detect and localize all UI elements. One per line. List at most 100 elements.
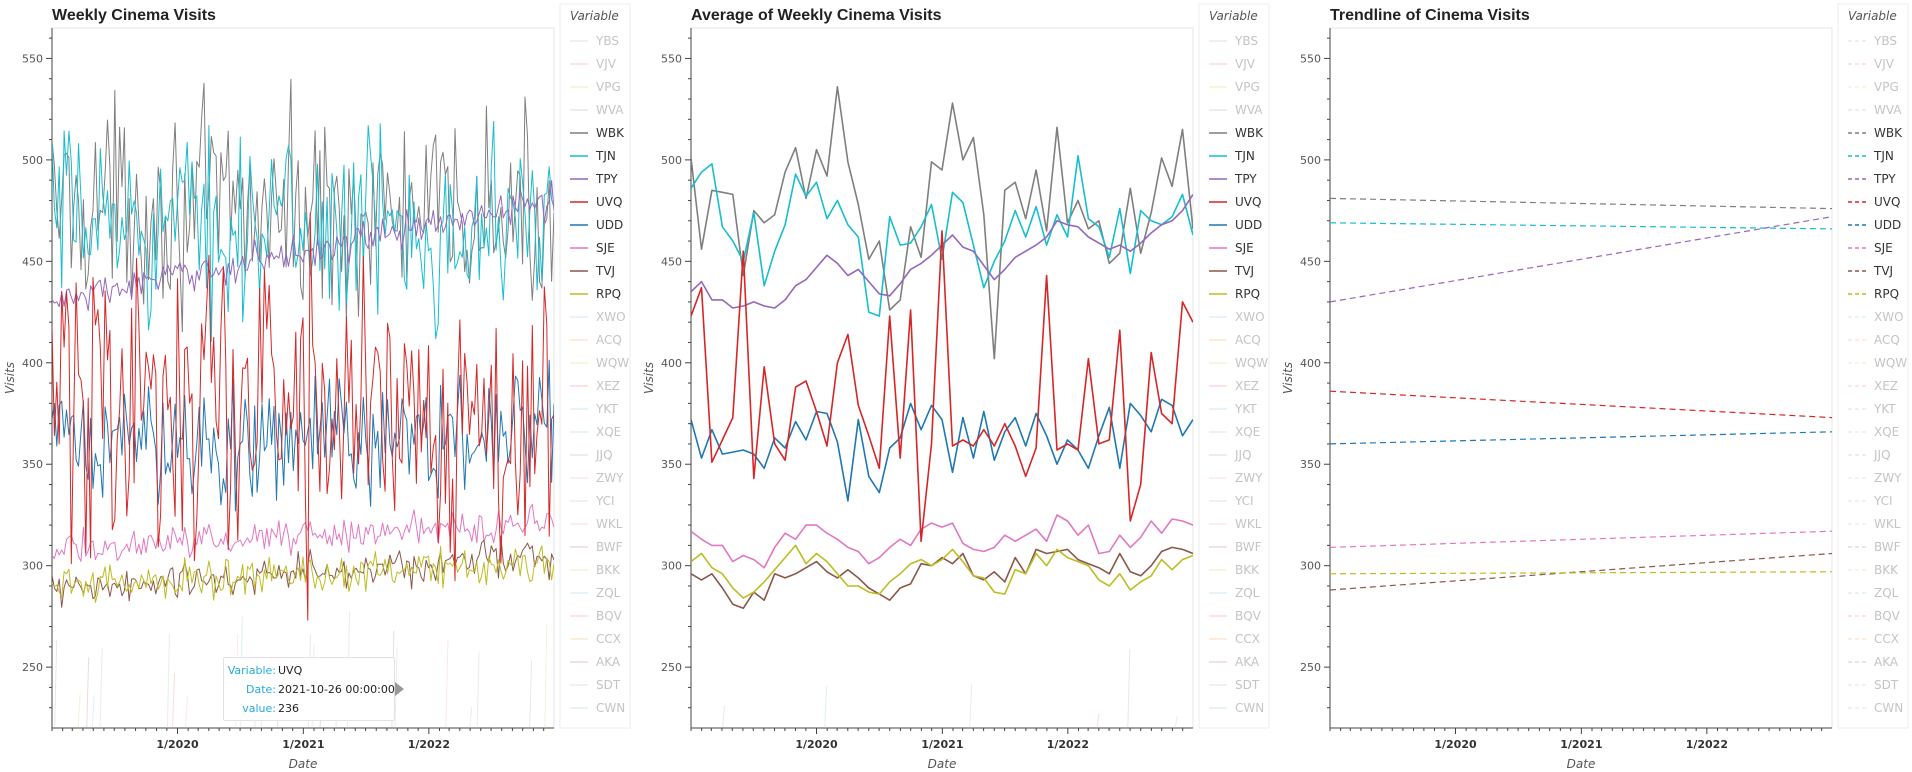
legend-item-acq[interactable]: ACQ xyxy=(596,333,622,347)
legend-item-rpq[interactable]: RPQ xyxy=(596,287,621,301)
legend-item-uvq[interactable]: UVQ xyxy=(1235,195,1261,209)
series-line-sje[interactable] xyxy=(1330,530,1832,548)
legend-item-wbk[interactable]: WBK xyxy=(596,126,625,140)
series-line-tjn[interactable] xyxy=(1330,222,1832,230)
legend-item-ccx[interactable]: CCX xyxy=(1235,632,1260,646)
legend-item-xqe[interactable]: XQE xyxy=(1874,425,1899,439)
legend-item-cwn[interactable]: CWN xyxy=(1874,701,1903,715)
legend-item-bqv[interactable]: BQV xyxy=(1874,609,1901,623)
series-line-tjn[interactable] xyxy=(691,155,1193,317)
legend-item-wbk[interactable]: WBK xyxy=(1235,126,1264,140)
legend-item-zql[interactable]: ZQL xyxy=(596,586,621,600)
legend-item-aka[interactable]: AKA xyxy=(596,655,621,669)
series-line-uvq[interactable] xyxy=(1330,390,1832,419)
series-line-wbk[interactable] xyxy=(1330,197,1832,210)
legend-item-sdt[interactable]: SDT xyxy=(596,678,621,692)
legend-item-yci[interactable]: YCI xyxy=(595,494,615,508)
series-line-tvj[interactable] xyxy=(691,546,1193,610)
legend-item-wbk[interactable]: WBK xyxy=(1874,126,1903,140)
series-line-tjn[interactable] xyxy=(52,120,554,342)
legend-item-ykt[interactable]: YKT xyxy=(595,402,618,416)
legend-item-sje[interactable]: SJE xyxy=(596,241,615,255)
legend-item-acq[interactable]: ACQ xyxy=(1235,333,1261,347)
legend-item-bqv[interactable]: BQV xyxy=(1235,609,1262,623)
legend-item-udd[interactable]: UDD xyxy=(1235,218,1262,232)
legend-item-xqe[interactable]: XQE xyxy=(596,425,621,439)
series-line-tvj[interactable] xyxy=(52,535,554,608)
legend-item-udd[interactable]: UDD xyxy=(596,218,623,232)
legend-item-wkl[interactable]: WKL xyxy=(596,517,623,531)
series-line-rpq[interactable] xyxy=(52,545,554,603)
legend-item-zql[interactable]: ZQL xyxy=(1235,586,1260,600)
legend-item-tpy[interactable]: TPY xyxy=(1234,172,1257,186)
legend-item-tjn[interactable]: TJN xyxy=(1234,149,1255,163)
legend-item-jjq[interactable]: JJQ xyxy=(595,448,613,462)
legend-item-tjn[interactable]: TJN xyxy=(1873,149,1894,163)
legend-item-vjv[interactable]: VJV xyxy=(1235,57,1256,71)
legend-item-wkl[interactable]: WKL xyxy=(1235,517,1262,531)
series-line-uvq[interactable] xyxy=(691,230,1193,543)
legend-item-xwo[interactable]: XWO xyxy=(1874,310,1904,324)
legend-item-bkk[interactable]: BKK xyxy=(1874,563,1899,577)
legend-item-wkl[interactable]: WKL xyxy=(1874,517,1901,531)
legend-item-udd[interactable]: UDD xyxy=(1874,218,1901,232)
legend-item-sje[interactable]: SJE xyxy=(1235,241,1254,255)
legend-item-rpq[interactable]: RPQ xyxy=(1235,287,1260,301)
series-line-tpy[interactable] xyxy=(52,180,554,311)
legend-item-xez[interactable]: XEZ xyxy=(1874,379,1898,393)
legend-item-wqw[interactable]: WQW xyxy=(596,356,629,370)
legend-item-xez[interactable]: XEZ xyxy=(1235,379,1259,393)
legend-item-jjq[interactable]: JJQ xyxy=(1234,448,1252,462)
series-line-udd[interactable] xyxy=(52,359,554,512)
legend-item-aka[interactable]: AKA xyxy=(1235,655,1260,669)
legend-item-xwo[interactable]: XWO xyxy=(596,310,626,324)
legend-item-tjn[interactable]: TJN xyxy=(595,149,616,163)
legend-item-uvq[interactable]: UVQ xyxy=(596,195,622,209)
legend-item-vjv[interactable]: VJV xyxy=(1874,57,1895,71)
legend-item-wqw[interactable]: WQW xyxy=(1235,356,1268,370)
legend-item-xqe[interactable]: XQE xyxy=(1235,425,1260,439)
legend-item-zql[interactable]: ZQL xyxy=(1874,586,1899,600)
legend-item-acq[interactable]: ACQ xyxy=(1874,333,1900,347)
legend-item-tvj[interactable]: TVJ xyxy=(595,264,615,278)
legend-item-vjv[interactable]: VJV xyxy=(596,57,617,71)
legend-item-ykt[interactable]: YKT xyxy=(1873,402,1896,416)
legend-item-ccx[interactable]: CCX xyxy=(1874,632,1899,646)
legend-item-bqv[interactable]: BQV xyxy=(596,609,623,623)
legend-item-vpg[interactable]: VPG xyxy=(1235,80,1260,94)
legend-item-tpy[interactable]: TPY xyxy=(1873,172,1896,186)
legend-item-sdt[interactable]: SDT xyxy=(1235,678,1260,692)
series-line-udd[interactable] xyxy=(1330,431,1832,445)
legend-item-ccx[interactable]: CCX xyxy=(596,632,621,646)
legend-item-tpy[interactable]: TPY xyxy=(595,172,618,186)
legend-item-sje[interactable]: SJE xyxy=(1874,241,1893,255)
legend-item-bwf[interactable]: BWF xyxy=(1235,540,1262,554)
legend-item-bkk[interactable]: BKK xyxy=(596,563,621,577)
series-line-udd[interactable] xyxy=(691,398,1193,502)
legend-item-wqw[interactable]: WQW xyxy=(1874,356,1907,370)
legend-item-tvj[interactable]: TVJ xyxy=(1234,264,1254,278)
legend-item-cwn[interactable]: CWN xyxy=(1235,701,1264,715)
series-line-rpq[interactable] xyxy=(1330,571,1832,575)
legend-item-wva[interactable]: WVA xyxy=(1874,103,1902,117)
legend-item-ybs[interactable]: YBS xyxy=(595,34,619,48)
series-line-tvj[interactable] xyxy=(1330,552,1832,591)
legend-item-rpq[interactable]: RPQ xyxy=(1874,287,1899,301)
legend-item-ykt[interactable]: YKT xyxy=(1234,402,1257,416)
legend-item-wva[interactable]: WVA xyxy=(1235,103,1263,117)
series-line-sje[interactable] xyxy=(691,514,1193,569)
legend-item-ybs[interactable]: YBS xyxy=(1234,34,1258,48)
legend-item-zwy[interactable]: ZWY xyxy=(1874,471,1902,485)
legend-item-xwo[interactable]: XWO xyxy=(1235,310,1265,324)
series-line-sje[interactable] xyxy=(52,503,554,562)
legend-item-cwn[interactable]: CWN xyxy=(596,701,625,715)
series-line-wbk[interactable] xyxy=(691,86,1193,360)
legend-item-tvj[interactable]: TVJ xyxy=(1873,264,1893,278)
legend-item-bwf[interactable]: BWF xyxy=(1874,540,1901,554)
legend-item-yci[interactable]: YCI xyxy=(1873,494,1893,508)
series-line-tpy[interactable] xyxy=(1330,216,1832,303)
legend-item-zwy[interactable]: ZWY xyxy=(1235,471,1263,485)
legend-item-sdt[interactable]: SDT xyxy=(1874,678,1899,692)
legend-item-bkk[interactable]: BKK xyxy=(1235,563,1260,577)
legend-item-wva[interactable]: WVA xyxy=(596,103,624,117)
